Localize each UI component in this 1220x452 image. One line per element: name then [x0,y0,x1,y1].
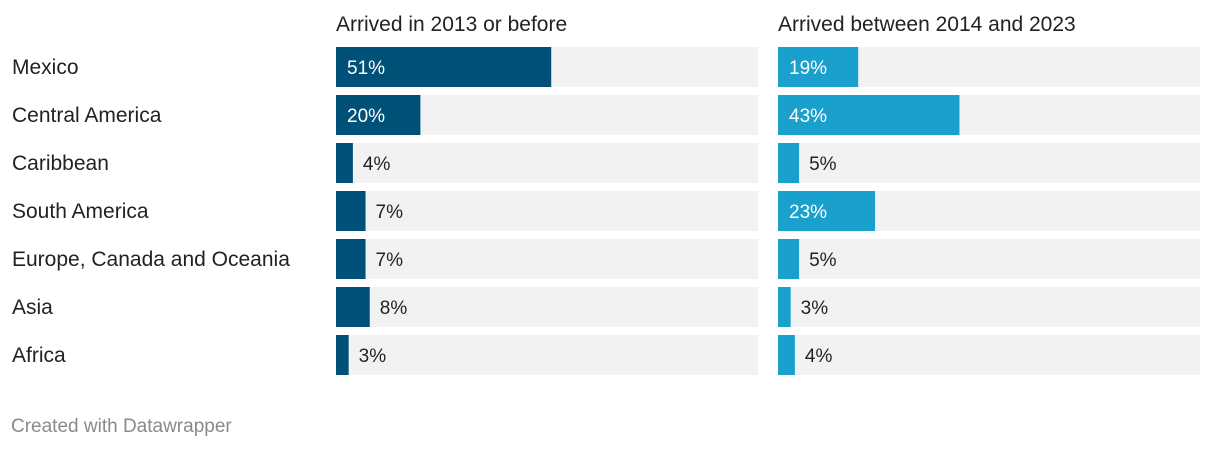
bar-2-africa [778,335,795,375]
value-label: 3% [801,298,829,319]
bar-track [336,335,758,375]
row-label-mexico: Mexico [12,56,79,79]
bar-1-mexico [336,47,552,87]
bar-1-europe-canada-and-oceania [336,239,366,279]
value-label: 5% [809,250,837,271]
bar-track [336,191,758,231]
footer-credit[interactable]: Created with Datawrapper [11,416,232,437]
bar-track [778,143,1200,183]
bar-1-south-america [336,191,366,231]
bar-track [336,287,758,327]
value-label: 4% [363,154,391,175]
value-label: 3% [359,346,387,367]
bar-track [778,335,1200,375]
value-label: 23% [789,202,827,223]
value-label: 7% [376,250,404,271]
bar-track [778,239,1200,279]
bar-2-mexico [778,47,859,87]
bar-1-asia [336,287,370,327]
bar-2-caribbean [778,143,800,183]
bar-track [336,239,758,279]
value-label: 19% [789,58,827,79]
value-label: 4% [805,346,833,367]
bar-track [336,143,758,183]
value-label: 51% [347,58,385,79]
value-label: 8% [380,298,408,319]
row-label-africa: Africa [12,344,66,367]
bar-2-asia [778,287,791,327]
panel-title-1: Arrived in 2013 or before [336,13,567,36]
row-label-south-america: South America [12,200,149,223]
panel-title-2: Arrived between 2014 and 2023 [778,13,1076,36]
value-label: 5% [809,154,837,175]
bar-track [778,287,1200,327]
bar-1-caribbean [336,143,353,183]
bar-1-africa [336,335,349,375]
value-label: 43% [789,106,827,127]
row-label-asia: Asia [12,296,53,319]
row-label-europe-canada-and-oceania: Europe, Canada and Oceania [12,248,290,271]
value-label: 20% [347,106,385,127]
row-label-caribbean: Caribbean [12,152,109,175]
bar-2-south-america [778,191,876,231]
bar-2-central-america [778,95,960,135]
value-label: 7% [376,202,404,223]
bar-2-europe-canada-and-oceania [778,239,800,279]
row-label-central-america: Central America [12,104,162,127]
bar-1-central-america [336,95,421,135]
